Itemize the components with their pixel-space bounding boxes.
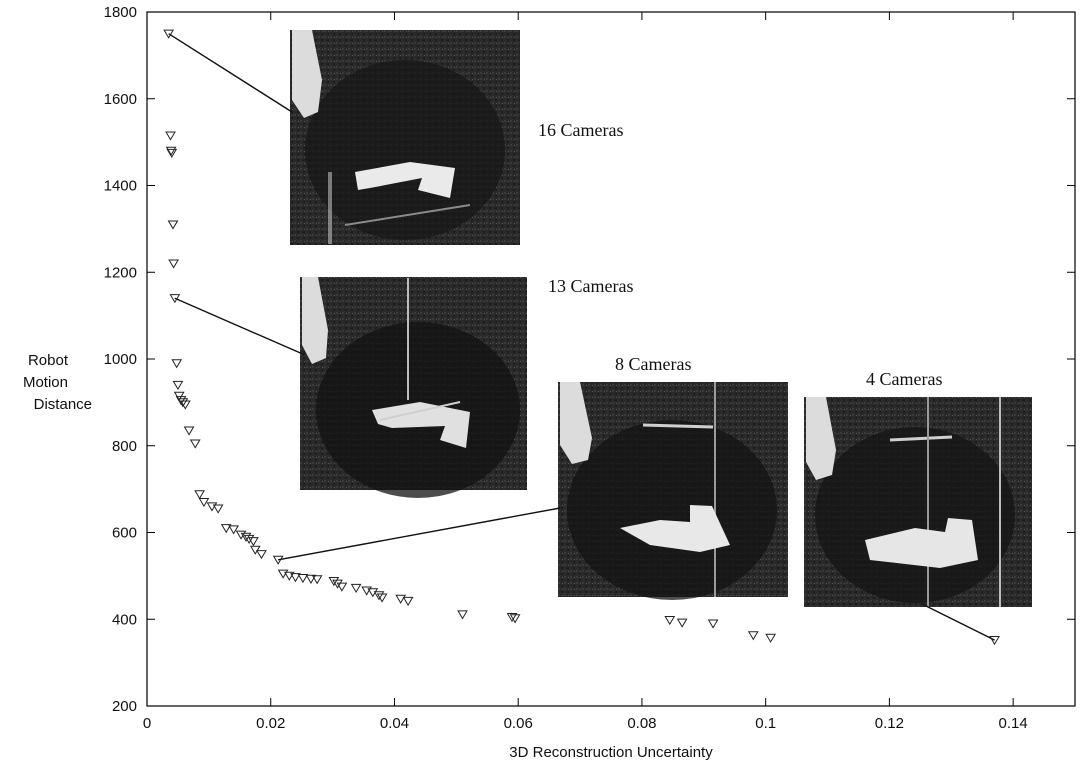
data-point <box>376 593 388 603</box>
data-point <box>506 612 518 623</box>
data-point <box>172 380 184 391</box>
y-tick-label: 600 <box>112 525 137 542</box>
data-point <box>664 616 676 626</box>
data-point <box>290 573 301 583</box>
data-point <box>283 571 295 581</box>
data-point <box>189 439 201 449</box>
data-point <box>402 596 414 607</box>
data-point <box>361 586 373 596</box>
data-point <box>194 490 205 500</box>
data-point <box>163 29 175 39</box>
leader-16-cameras <box>168 33 293 113</box>
label-13-cameras: 13 Cameras <box>548 276 633 296</box>
data-point <box>173 391 185 401</box>
data-point <box>249 545 261 555</box>
y-tick-label: 1600 <box>104 91 137 108</box>
leader-4-cameras <box>921 603 995 641</box>
label-8-cameras: 8 Cameras <box>615 354 691 374</box>
data-point <box>179 400 191 410</box>
label-4-cameras: 4 Cameras <box>866 369 942 389</box>
data-point <box>171 359 183 369</box>
data-point <box>256 550 267 560</box>
inset-13-cameras <box>300 277 527 498</box>
inset-4-cameras <box>804 397 1032 607</box>
data-point <box>373 591 385 601</box>
y-axis-title-line1: Robot <box>28 352 69 369</box>
data-point <box>183 426 195 436</box>
data-point <box>457 610 468 620</box>
data-point <box>198 498 210 508</box>
x-axis-title: 3D Reconstruction Uncertainty <box>509 744 713 761</box>
y-tick-label: 1000 <box>104 351 137 368</box>
data-point <box>332 579 343 589</box>
data-point <box>989 635 1000 646</box>
data-point <box>707 619 719 629</box>
data-point <box>243 534 255 545</box>
data-point <box>328 576 340 587</box>
x-tick-label: 0.04 <box>380 715 409 732</box>
data-point <box>235 530 247 540</box>
leader-13-cameras <box>174 297 306 356</box>
y-tick-label: 800 <box>112 438 137 455</box>
data-point <box>165 146 177 156</box>
data-point <box>166 148 178 159</box>
x-tick-label: 0.02 <box>256 715 285 732</box>
x-tick-label: 0.14 <box>999 715 1028 732</box>
y-tick-label: 1800 <box>104 4 137 21</box>
data-point <box>311 575 323 585</box>
y-axis-title-line3: Distance <box>34 396 92 413</box>
inset-8-cameras <box>558 382 788 600</box>
y-tick-label: 1200 <box>104 264 137 281</box>
x-tick-label: 0.08 <box>627 715 656 732</box>
leader-8-cameras <box>278 507 561 561</box>
data-point <box>305 574 317 584</box>
x-tick-label: 0.12 <box>875 715 904 732</box>
data-point <box>765 633 776 643</box>
inset-16-cameras <box>290 30 520 245</box>
data-point <box>676 618 688 628</box>
data-point <box>747 631 759 641</box>
data-points <box>163 29 1000 646</box>
x-tick-label: 0.06 <box>504 715 533 732</box>
data-point <box>350 583 362 594</box>
data-point <box>175 396 187 406</box>
data-point <box>212 504 224 514</box>
data-point <box>169 294 181 304</box>
data-point <box>509 614 521 624</box>
x-tick-label: 0 <box>143 715 151 732</box>
x-tick-label: 0.1 <box>755 715 776 732</box>
data-point <box>336 582 348 592</box>
data-point <box>167 220 179 230</box>
data-point <box>240 532 252 542</box>
data-point <box>272 555 284 565</box>
data-point <box>228 525 239 535</box>
data-point <box>168 259 179 269</box>
data-point <box>165 131 176 141</box>
data-point <box>395 594 407 604</box>
label-16-cameras: 16 Cameras <box>538 120 623 140</box>
axis-ticks: 0 0.02 0.04 0.06 0.08 0.1 0.12 0.14 200 400 600 800… <box>104 4 1075 732</box>
data-point <box>248 537 259 547</box>
data-point <box>297 573 309 584</box>
y-tick-label: 400 <box>112 611 137 628</box>
data-point <box>220 524 232 534</box>
leader-lines <box>168 33 995 641</box>
y-axis-title-line2: Motion <box>23 374 68 391</box>
y-tick-label: 200 <box>112 698 137 715</box>
y-tick-label: 1400 <box>104 178 137 195</box>
data-point <box>177 398 189 408</box>
